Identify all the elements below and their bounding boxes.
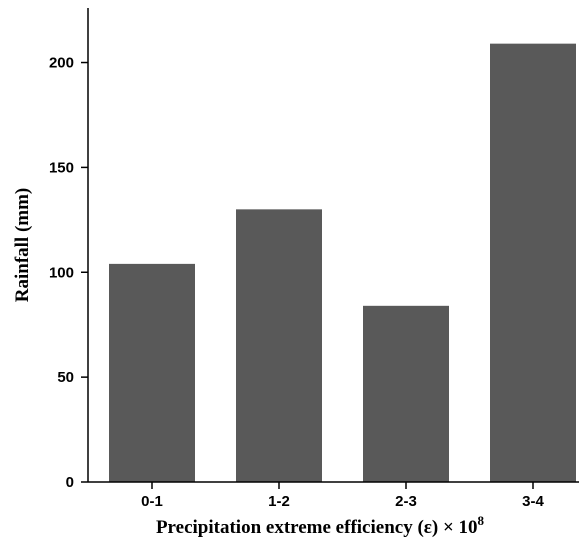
x-axis-label: Precipitation extreme efficiency (ε) × 1…: [156, 513, 485, 538]
x-axis-label-superscript: 8: [478, 513, 485, 528]
bar: [236, 209, 322, 482]
x-tick-label: 1-2: [268, 493, 290, 510]
x-axis-label-text: Precipitation extreme efficiency (ε) × 1…: [156, 517, 478, 538]
x-tick-label: 3-4: [522, 493, 544, 510]
y-axis-label: Rainfall (mm): [12, 188, 33, 303]
y-tick-label: 200: [49, 55, 74, 72]
x-tick-label: 0-1: [141, 493, 163, 510]
y-tick-label: 0: [66, 474, 74, 491]
bar: [490, 43, 576, 482]
y-tick-label: 100: [49, 264, 74, 281]
bar: [363, 305, 449, 482]
y-tick-label: 150: [49, 159, 74, 176]
y-tick-label: 50: [57, 369, 74, 386]
bar: [109, 263, 195, 482]
x-tick-label: 2-3: [395, 493, 417, 510]
